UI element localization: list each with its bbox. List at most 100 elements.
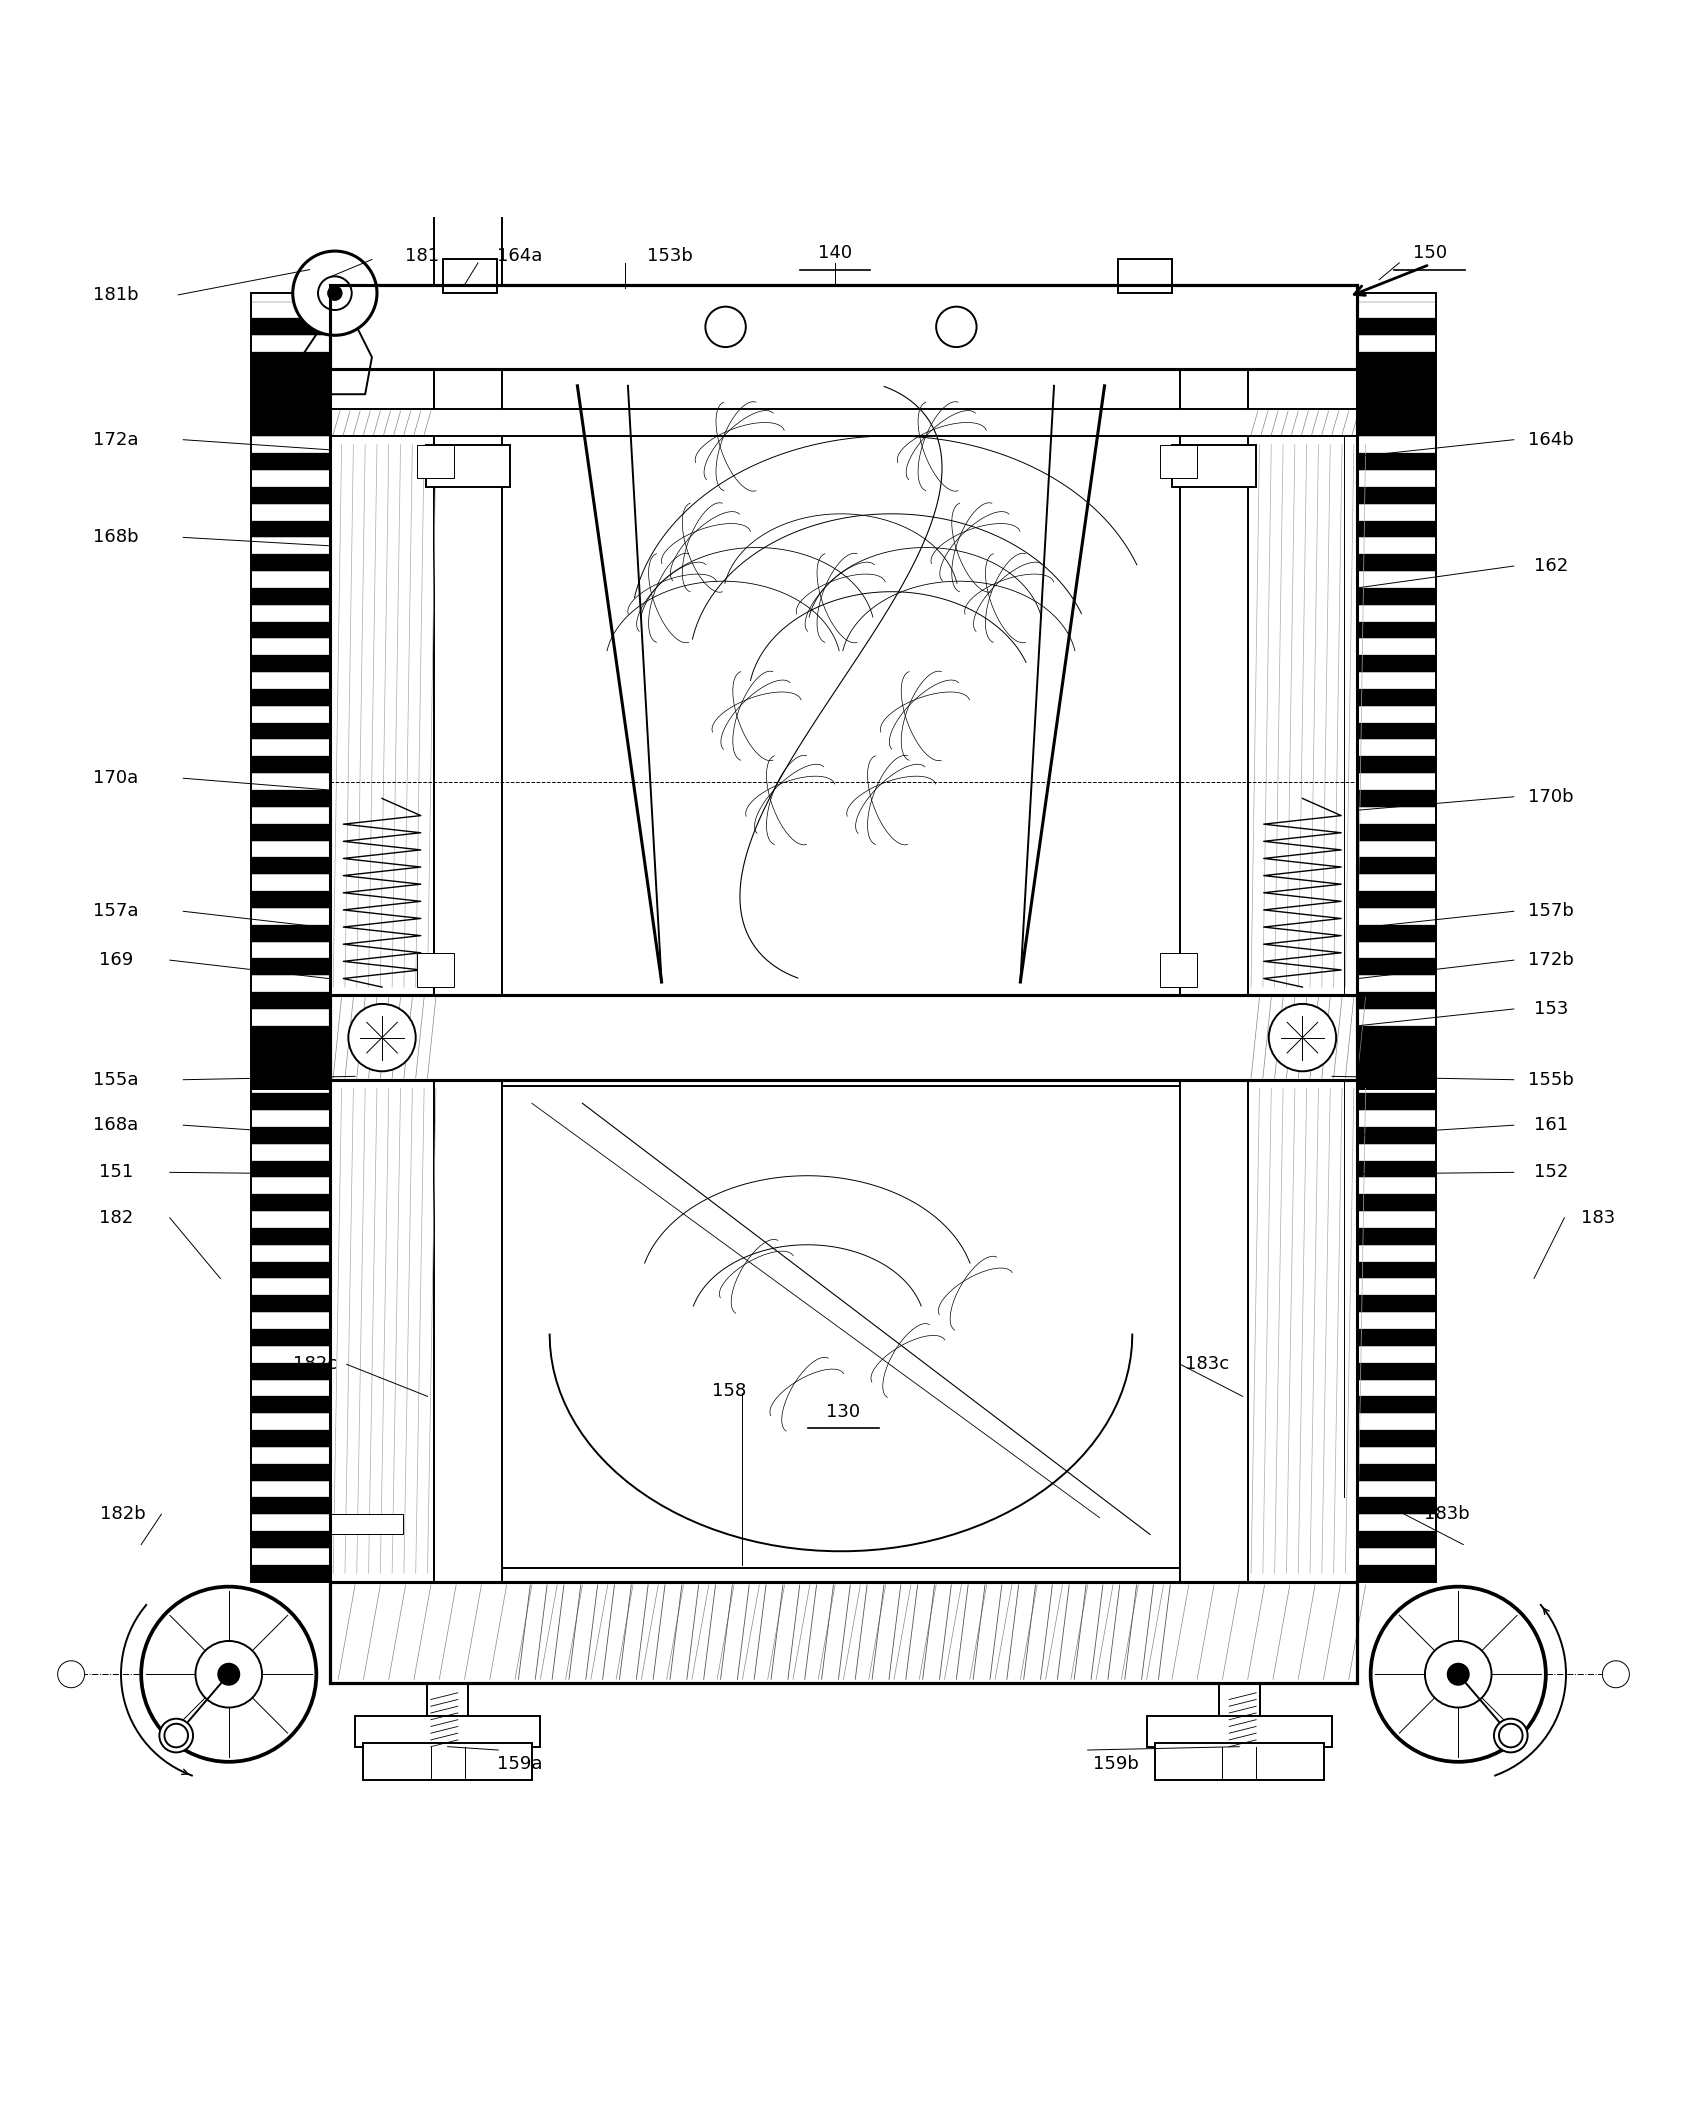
Bar [251,773,331,790]
Bar [251,992,331,1009]
Bar [251,790,331,807]
Text: 172b: 172b [1528,951,1574,968]
Bar [251,1515,331,1532]
Bar [1356,1430,1436,1447]
Text: 164a: 164a [498,248,543,265]
Bar [1356,538,1436,555]
Text: 183: 183 [1581,1208,1614,1227]
Bar [1356,555,1436,572]
Bar [331,284,1356,369]
Bar [363,1744,531,1780]
Bar [1356,1161,1436,1178]
Bar [251,1161,331,1178]
Bar [1356,1481,1436,1498]
Bar [1181,369,1248,1581]
Bar [251,1009,331,1026]
Bar [331,1515,403,1534]
Text: 153b: 153b [648,248,693,265]
Text: 181b: 181b [93,286,138,303]
Circle shape [1370,1587,1545,1761]
Bar [251,555,331,572]
Bar [251,318,331,335]
Bar [1356,858,1436,875]
Text: 182b: 182b [100,1504,145,1524]
Bar [1356,1532,1436,1547]
Bar [1356,1346,1436,1363]
Bar [1147,1716,1333,1746]
Bar [1356,992,1436,1009]
Bar [251,1244,331,1261]
Bar [251,841,331,858]
Bar [1356,773,1436,790]
Bar [1356,655,1436,672]
Circle shape [218,1663,240,1685]
Bar [1356,740,1436,756]
Bar [331,1081,434,1581]
Bar [251,924,331,941]
Circle shape [294,250,376,335]
Bar [442,259,496,292]
Bar [1356,1547,1436,1564]
Bar [251,1329,331,1346]
Bar [251,1127,331,1144]
Bar [1356,335,1436,352]
Bar [1356,1195,1436,1212]
Circle shape [348,1004,415,1072]
Bar [1356,318,1436,335]
Bar [251,1564,331,1581]
Bar [1356,907,1436,924]
Bar [251,1043,331,1089]
Bar [331,369,434,1581]
Bar [251,453,331,470]
Bar [1356,790,1436,807]
Bar [251,1060,331,1076]
Bar [1356,1127,1436,1144]
Text: 153: 153 [1533,1000,1567,1017]
Bar [251,807,331,824]
Text: 183b: 183b [1424,1504,1469,1524]
Bar [1248,437,1356,996]
Bar [251,1026,331,1043]
Circle shape [329,286,341,301]
Bar [251,941,331,958]
Bar [251,1464,331,1481]
Bar [1356,1278,1436,1295]
Bar [251,1379,331,1396]
Bar [1356,352,1436,369]
Circle shape [1500,1723,1523,1748]
Bar [1356,1312,1436,1329]
Text: 162: 162 [1533,557,1567,574]
Bar [1356,292,1436,1581]
Bar [251,1043,331,1060]
Circle shape [1426,1640,1491,1708]
Bar [251,1547,331,1564]
Circle shape [196,1640,261,1708]
Bar [251,352,331,432]
Bar [331,284,1356,1682]
Circle shape [1447,1663,1469,1685]
Bar [1156,1744,1324,1780]
Bar [1356,1515,1436,1532]
Bar [331,409,1356,437]
Bar [1356,587,1436,604]
Bar [1356,975,1436,992]
Bar [1356,1227,1436,1244]
Bar [1356,672,1436,689]
Bar [1161,954,1198,987]
Bar [251,740,331,756]
Bar [1356,1144,1436,1161]
Bar [1356,807,1436,824]
Bar [251,621,331,638]
Bar [498,1087,1184,1568]
Bar [251,1110,331,1127]
Bar [251,1178,331,1195]
Bar [251,386,331,403]
Text: 170b: 170b [1528,788,1574,805]
Bar [251,1212,331,1227]
Bar [251,1481,331,1498]
Bar [251,706,331,723]
Bar [251,1195,331,1212]
Bar [1161,445,1198,479]
Bar [251,335,331,352]
Bar [1356,638,1436,655]
